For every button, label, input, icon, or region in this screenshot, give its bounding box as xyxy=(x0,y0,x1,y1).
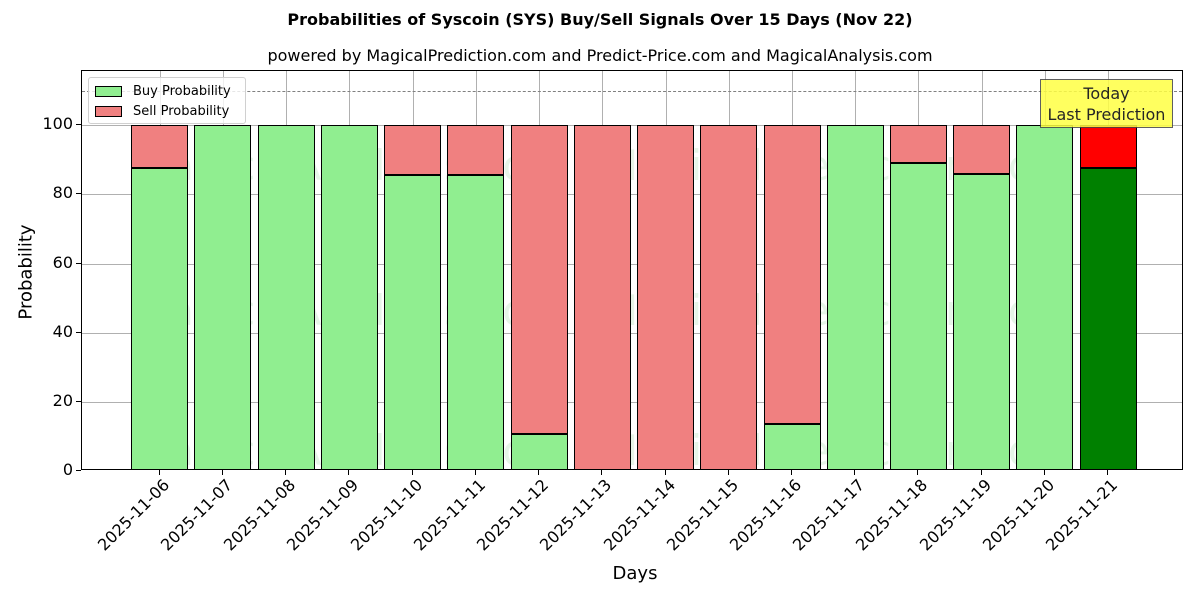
x-axis-label: Days xyxy=(612,563,658,584)
bar-buy xyxy=(763,423,821,469)
bar-sell xyxy=(953,125,1011,175)
y-tick-label: 80 xyxy=(52,183,73,203)
bar-sell xyxy=(700,125,758,469)
bar-sell xyxy=(763,125,821,424)
x-tick-mark xyxy=(854,470,856,475)
bar-sell xyxy=(131,125,189,168)
buy-swatch-icon xyxy=(95,85,122,97)
bar-buy xyxy=(953,174,1011,469)
y-tick-mark xyxy=(76,262,81,264)
bar-buy xyxy=(257,125,315,469)
y-tick-mark xyxy=(76,124,81,126)
reference-line-110 xyxy=(82,90,1182,92)
grid-line-horizontal xyxy=(82,125,1182,127)
bar-sell xyxy=(889,125,947,163)
y-tick-mark xyxy=(76,470,81,471)
bar-buy xyxy=(384,175,442,469)
x-tick-mark xyxy=(791,470,792,475)
chart-title: Probabilities of Syscoin (SYS) Buy/Sell … xyxy=(287,10,913,29)
chart-subtitle: powered by MagicalPrediction.com and Pre… xyxy=(267,46,933,65)
bar-buy xyxy=(131,167,189,469)
bar-buy xyxy=(320,125,378,469)
x-tick-mark xyxy=(727,470,729,475)
y-tick-label: 60 xyxy=(52,252,73,272)
y-tick-label: 0 xyxy=(62,460,73,479)
today-annotation: Today Last Prediction xyxy=(1040,79,1173,128)
annotation-line-1: Today xyxy=(1083,84,1130,103)
bar-buy xyxy=(826,125,884,469)
bar-buy xyxy=(1079,167,1137,469)
x-tick-mark xyxy=(411,470,413,475)
x-tick-mark xyxy=(917,470,919,475)
x-tick-mark xyxy=(1107,470,1109,475)
bar-sell xyxy=(510,125,568,434)
legend-label-buy: Buy Probability xyxy=(133,83,231,99)
x-tick-mark xyxy=(221,470,223,475)
bar-sell xyxy=(637,125,695,469)
grid-line-horizontal xyxy=(82,401,1182,403)
y-axis-label: Probability xyxy=(15,224,37,320)
x-tick-mark xyxy=(158,470,160,475)
legend-label-sell: Sell Probability xyxy=(133,103,230,119)
x-tick-mark xyxy=(980,470,982,475)
grid-line-horizontal xyxy=(82,332,1182,334)
y-tick-mark xyxy=(76,400,81,402)
legend-item-sell: Sell Probability xyxy=(95,102,229,120)
bar-buy xyxy=(889,162,947,469)
y-tick-label: 20 xyxy=(52,390,73,410)
y-tick-label: 40 xyxy=(52,321,73,341)
bar-buy xyxy=(194,125,252,469)
bar-buy xyxy=(447,175,505,469)
legend: Buy Probability Sell Probability xyxy=(88,77,246,124)
bar-sell xyxy=(573,125,631,469)
x-tick-mark xyxy=(538,470,540,475)
grid-line-horizontal xyxy=(82,263,1182,265)
x-tick-mark xyxy=(1043,470,1045,475)
bar-sell xyxy=(447,125,505,176)
y-tick-mark xyxy=(76,193,81,195)
grid-line-horizontal xyxy=(82,194,1182,196)
annotation-line-2: Last Prediction xyxy=(1047,105,1166,124)
bar-buy xyxy=(510,434,568,469)
y-tick-label: 100 xyxy=(42,114,73,134)
bar-buy xyxy=(1016,125,1074,469)
x-tick-mark xyxy=(474,470,476,475)
plot-area: MagicalAnalysis.comMagicalPrediction.com… xyxy=(81,70,1183,470)
y-tick-mark xyxy=(76,331,81,333)
sell-swatch-icon xyxy=(95,105,122,117)
x-tick-mark xyxy=(601,470,603,475)
x-tick-mark xyxy=(285,470,287,475)
bar-sell xyxy=(384,125,442,176)
x-tick-mark xyxy=(664,470,666,475)
bar-sell xyxy=(1079,125,1137,168)
x-tick-mark xyxy=(348,470,350,475)
legend-item-buy: Buy Probability xyxy=(95,82,231,100)
